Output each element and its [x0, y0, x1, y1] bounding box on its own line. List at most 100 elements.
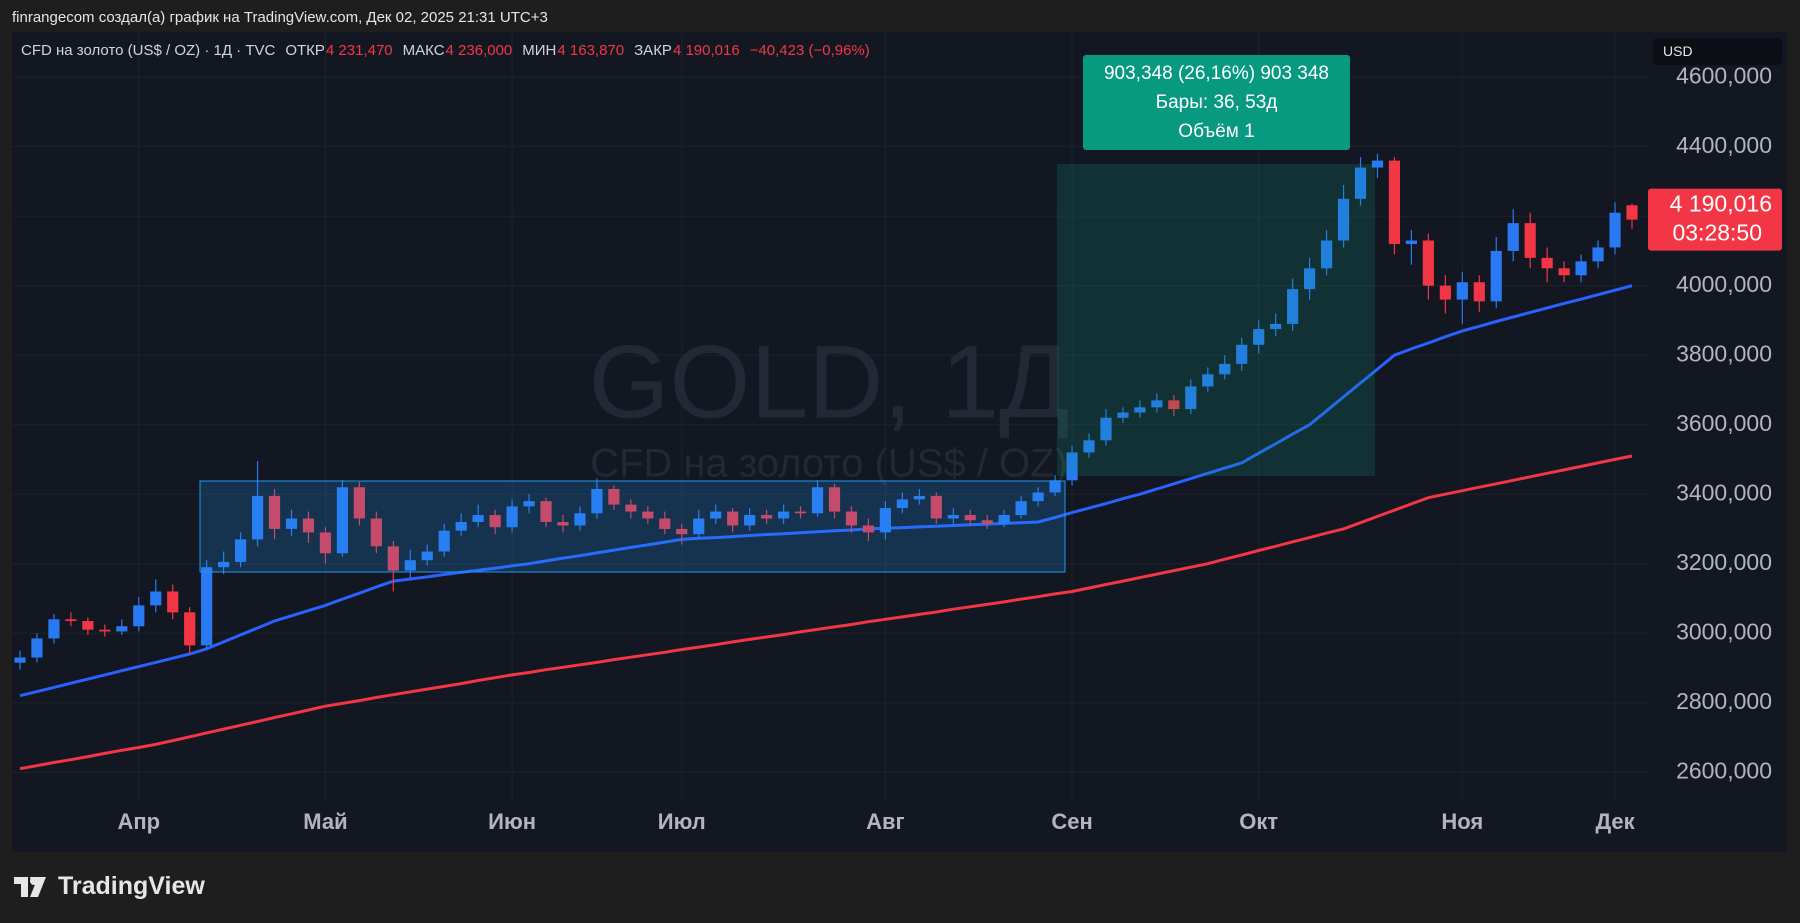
- candle-body: [964, 515, 976, 521]
- candle-body: [710, 511, 722, 519]
- candle-body: [1371, 160, 1384, 168]
- candle-body: [319, 532, 332, 554]
- candle-body: [794, 511, 807, 514]
- candle-body: [1219, 363, 1231, 375]
- time-axis: Апр Май Июн Июл Авг Сен Окт Ноя Дек: [117, 809, 1635, 834]
- candle-body: [777, 511, 790, 519]
- candle-body: [1236, 344, 1248, 364]
- ohlc: ОТКР4 231,470 МАКС4 236,000 МИН4 163,870 ЗА…: [285, 42, 739, 59]
- candle-body: [1541, 257, 1553, 269]
- candle-body: [251, 495, 264, 540]
- candle-body: [1304, 268, 1316, 290]
- last-price: 4 190,016 03:28:50: [1648, 188, 1782, 251]
- y-tick-label: 3400,000: [1676, 479, 1772, 505]
- candles: [14, 153, 1638, 670]
- ohlc-key: ЗАКР: [634, 42, 672, 59]
- y-tick-label: 3800,000: [1676, 340, 1772, 366]
- candle-body: [811, 487, 824, 514]
- candle-body: [1388, 160, 1401, 244]
- candle-body: [896, 499, 908, 509]
- legend: CFD на золото (US$ / OZ) · 1Д · TVC ОТКР…: [21, 42, 870, 59]
- candle-body: [1168, 400, 1180, 410]
- candle-body: [133, 605, 145, 627]
- candle-body: [82, 621, 94, 630]
- candle-body: [540, 501, 552, 522]
- ohlc-value: 4 163,870: [557, 42, 625, 59]
- candle-body: [879, 508, 891, 533]
- candle-body: [1117, 412, 1129, 418]
- candle-body: [1473, 282, 1485, 302]
- watermark-subtitle: CFD на золото (US$ / OZ): [590, 442, 1068, 486]
- candle-body: [557, 521, 569, 526]
- candle-body: [387, 546, 399, 571]
- candle-body: [1507, 223, 1519, 251]
- candle-body: [302, 518, 315, 533]
- candle-body: [1575, 261, 1587, 276]
- candle-body: [1066, 452, 1078, 481]
- candle-body: [1439, 285, 1451, 300]
- candle-body: [1151, 400, 1163, 408]
- x-tick-label: Авг: [866, 809, 905, 834]
- candle-body: [438, 530, 450, 552]
- x-tick-label: Май: [303, 809, 347, 834]
- currency-button[interactable]: USD: [1653, 38, 1782, 65]
- candle-body: [744, 515, 756, 526]
- candle-body: [591, 488, 603, 514]
- moving-average: [19, 454, 1633, 771]
- ohlc-key: ОТКР: [285, 42, 325, 59]
- moving-averages: [19, 284, 1633, 771]
- candle-body: [506, 506, 518, 528]
- candle-body: [574, 513, 586, 526]
- candle-body: [1558, 268, 1570, 276]
- candle-body: [218, 561, 230, 568]
- y-tick-label: 2600,000: [1676, 757, 1772, 783]
- countdown: 03:28:50: [1672, 220, 1762, 246]
- candle-body: [489, 515, 501, 528]
- candle-body: [353, 487, 365, 519]
- ohlc-item: ЗАКР4 190,016: [634, 42, 740, 59]
- candle-body: [981, 520, 993, 524]
- measure-area: [1057, 164, 1375, 476]
- candle-body: [285, 518, 298, 529]
- x-tick-label: Июл: [658, 809, 706, 834]
- last-price-tag: [1648, 188, 1782, 251]
- x-tick-label: Дек: [1595, 809, 1635, 834]
- y-tick-label: 2800,000: [1676, 688, 1772, 714]
- range-rectangle: [199, 480, 1066, 573]
- candle-body: [761, 515, 773, 519]
- y-tick-label: 4400,000: [1676, 132, 1772, 158]
- candle-body: [65, 619, 77, 622]
- ohlc-key: МИН: [522, 42, 557, 59]
- candle-body: [1100, 417, 1112, 441]
- candle-body: [1490, 250, 1502, 302]
- candle-body: [1270, 323, 1282, 330]
- moving-average: [19, 284, 1633, 698]
- candle-body: [913, 495, 925, 500]
- grid: [12, 32, 1648, 800]
- candle-body: [659, 518, 671, 529]
- candle-body: [268, 495, 281, 529]
- x-tick-label: Ноя: [1441, 809, 1483, 834]
- candle-body: [370, 518, 382, 547]
- brand-name: TradingView: [58, 872, 205, 900]
- ohlc-value: 4 231,470: [325, 42, 393, 59]
- candle-body: [1609, 212, 1621, 248]
- candle-body: [1202, 374, 1214, 387]
- candle-body: [625, 504, 637, 512]
- candle-body: [608, 488, 620, 505]
- candle-body: [1524, 223, 1536, 258]
- last-price-label: 4 190,016: [1670, 191, 1772, 217]
- candle-body: [31, 638, 43, 658]
- candle-body: [642, 511, 654, 519]
- candle-body: [1354, 167, 1367, 199]
- candle-body: [48, 619, 60, 639]
- y-tick-label: 4000,000: [1676, 271, 1772, 297]
- candle-body: [99, 629, 111, 632]
- y-tick-label: 3200,000: [1676, 549, 1772, 575]
- measure-label: 903,348 (26,16%) 903 348 Бары: 36, 53д Объ…: [1083, 55, 1350, 150]
- candle-body: [1185, 386, 1197, 410]
- symbol-title: CFD на золото (US$ / OZ) · 1Д · TVC: [21, 42, 276, 59]
- candle-body: [1337, 198, 1350, 241]
- ohlc-value: 4 236,000: [445, 42, 513, 59]
